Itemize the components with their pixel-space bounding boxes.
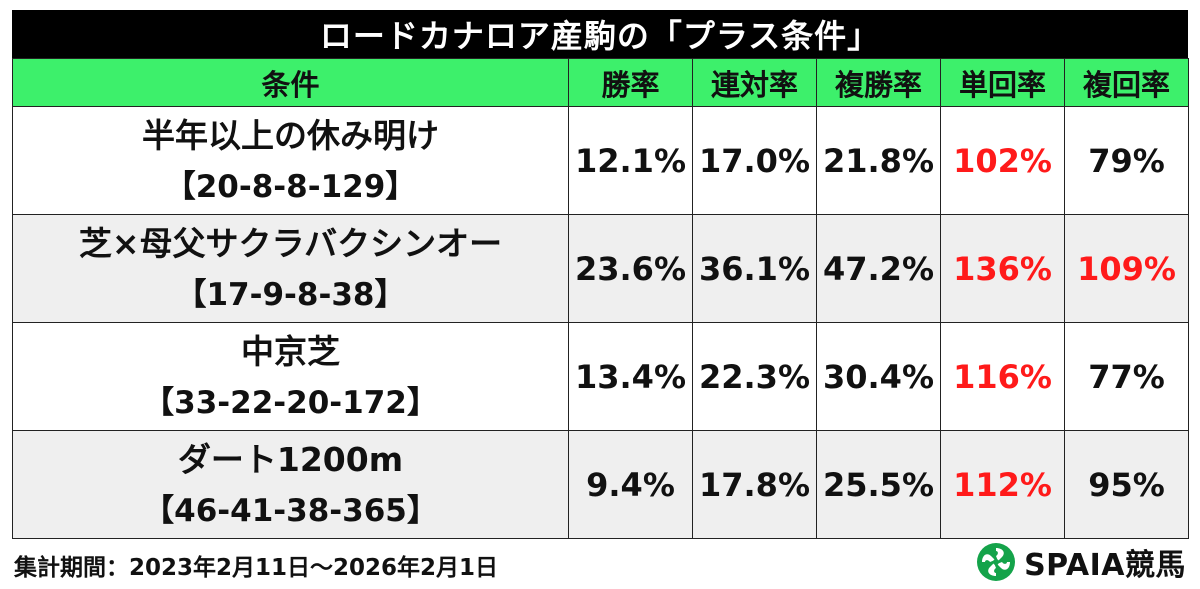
condition-cell: 中京芝 【33-22-20-172】: [12, 322, 569, 431]
condition-cell: 半年以上の休み明け 【20-8-8-129】: [12, 106, 569, 215]
condition-cell: 芝×母父サクラバクシンオー 【17-9-8-38】: [12, 214, 569, 323]
table-title: ロードカナロア産駒の「プラス条件」: [12, 10, 1188, 58]
header-condition: 条件: [12, 58, 569, 107]
show-rate-cell: 30.4%: [816, 322, 941, 431]
condition-name: 半年以上の休み明け: [142, 115, 439, 155]
win-rate-cell: 12.1%: [568, 106, 693, 215]
table-row: 中京芝 【33-22-20-172】 13.4% 22.3% 30.4% 116…: [12, 322, 1189, 431]
win-rate-cell: 9.4%: [568, 430, 693, 539]
show-rate-cell: 47.2%: [816, 214, 941, 323]
condition-record: 【33-22-20-172】: [143, 384, 438, 421]
place-rate-cell: 17.0%: [692, 106, 817, 215]
show-rate-cell: 25.5%: [816, 430, 941, 539]
stats-table: 条件 勝率 連対率 複勝率 単回率 複回率 半年以上の休み明け 【20-8-8-…: [12, 58, 1189, 539]
header-place-rate: 連対率: [692, 58, 817, 107]
place-rate-cell: 22.3%: [692, 322, 817, 431]
logo-text: SPAIA競馬: [1024, 548, 1186, 583]
header-show-rate: 複勝率: [816, 58, 941, 107]
condition-record: 【20-8-8-129】: [164, 168, 417, 205]
condition-cell: ダート1200m 【46-41-38-365】: [12, 430, 569, 539]
win-return-cell: 112%: [940, 430, 1065, 539]
show-return-cell: 109%: [1064, 214, 1189, 323]
header-row: 条件 勝率 連対率 複勝率 単回率 複回率: [12, 58, 1189, 107]
spaia-swirl-icon: [976, 542, 1016, 582]
show-return-cell: 95%: [1064, 430, 1189, 539]
header-win-return: 単回率: [940, 58, 1065, 107]
header-win-rate: 勝率: [568, 58, 693, 107]
table-row: ダート1200m 【46-41-38-365】 9.4% 17.8% 25.5%…: [12, 430, 1189, 539]
condition-record: 【46-41-38-365】: [143, 492, 438, 529]
place-rate-cell: 17.8%: [692, 430, 817, 539]
show-return-cell: 77%: [1064, 322, 1189, 431]
place-rate-cell: 36.1%: [692, 214, 817, 323]
win-return-cell: 116%: [940, 322, 1065, 431]
win-rate-cell: 23.6%: [568, 214, 693, 323]
condition-name: ダート1200m: [177, 439, 404, 479]
table-row: 芝×母父サクラバクシンオー 【17-9-8-38】 23.6% 36.1% 47…: [12, 214, 1189, 323]
header-show-return: 複回率: [1064, 58, 1189, 107]
show-rate-cell: 21.8%: [816, 106, 941, 215]
condition-name: 芝×母父サクラバクシンオー: [78, 223, 503, 263]
win-return-cell: 136%: [940, 214, 1065, 323]
table-row: 半年以上の休み明け 【20-8-8-129】 12.1% 17.0% 21.8%…: [12, 106, 1189, 215]
show-return-cell: 79%: [1064, 106, 1189, 215]
aggregation-period: 集計期間：2023年2月11日～2026年2月1日: [14, 555, 499, 581]
condition-record: 【17-9-8-38】: [175, 276, 406, 313]
win-return-cell: 102%: [940, 106, 1065, 215]
condition-name: 中京芝: [241, 331, 340, 371]
win-rate-cell: 13.4%: [568, 322, 693, 431]
spaia-logo: SPAIA競馬: [976, 540, 1186, 584]
